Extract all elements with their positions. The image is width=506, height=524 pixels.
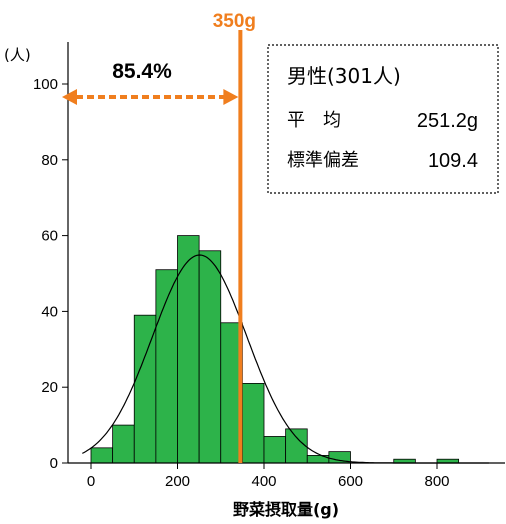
- axes: [67, 42, 505, 464]
- y-tick-label-60: 60: [41, 228, 58, 245]
- stats-group-label: 男性(301人): [287, 64, 401, 88]
- x-axis-label: 野菜摂取量(g): [233, 500, 339, 519]
- stats-sd-label: 標準偏差: [287, 150, 359, 171]
- reference-line-label: 350g: [213, 11, 256, 32]
- stats-box: 男性(301人) 平 均 251.2g 標準偏差 109.4: [267, 44, 499, 194]
- histogram-bar-450-500: [285, 428, 308, 464]
- x-tick-label-200: 200: [165, 473, 190, 490]
- x-tick-label-0: 0: [87, 473, 95, 490]
- histogram-bar-350-400: [241, 383, 265, 464]
- stats-mean-label: 平 均: [287, 110, 341, 131]
- x-tick-label-400: 400: [251, 473, 276, 490]
- y-tick-label-20: 20: [41, 379, 58, 396]
- x-tick-label-600: 600: [338, 473, 363, 490]
- histogram-bar-400-450: [263, 436, 287, 464]
- y-axis-label: (人): [4, 46, 31, 64]
- histogram-bar-0-50: [90, 447, 114, 464]
- y-ticks: 0 20 40 60 80 100: [33, 76, 68, 472]
- y-tick-label-40: 40: [41, 303, 58, 320]
- stats-sd-value: 109.4: [428, 150, 478, 172]
- percent-arrow-right-head: [223, 89, 239, 105]
- histogram-bars: [90, 235, 460, 464]
- histogram-bar-250-300: [198, 250, 222, 464]
- stats-mean-value: 251.2g: [417, 110, 478, 132]
- percent-arrow-left-head: [62, 89, 77, 105]
- stats-box-border: [267, 44, 499, 194]
- y-tick-label-100: 100: [33, 76, 58, 93]
- percent-range-arrow: [62, 89, 239, 105]
- x-tick-label-800: 800: [424, 473, 449, 490]
- histogram-bar-50-100: [112, 424, 135, 464]
- x-ticks: 0 200 400 600 800: [87, 463, 450, 490]
- histogram-bar-200-250: [177, 235, 200, 464]
- percent-annotation: 85.4%: [112, 60, 172, 83]
- y-tick-label-80: 80: [41, 152, 58, 169]
- y-tick-label-0: 0: [50, 455, 58, 472]
